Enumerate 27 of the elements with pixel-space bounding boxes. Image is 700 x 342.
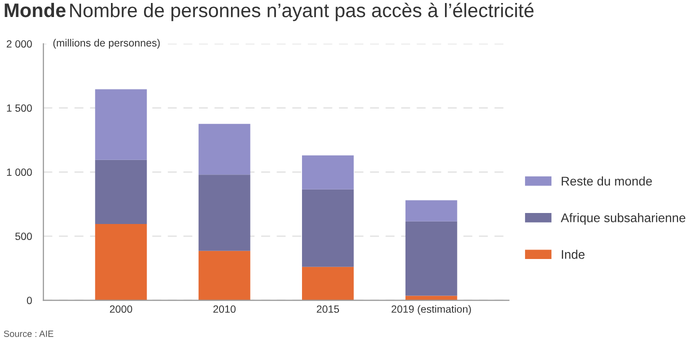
bar (302, 266, 354, 300)
y-axis-title: (millions de personnes) (53, 38, 160, 49)
bar (198, 124, 250, 175)
y-tick-label: 500 (15, 232, 32, 240)
legend-label: Reste du monde (562, 176, 652, 186)
bar (302, 189, 354, 267)
bar (95, 160, 147, 224)
bar (405, 200, 458, 222)
bar (198, 174, 250, 251)
bar (95, 89, 147, 160)
y-tick-label: 2 000 (6, 40, 32, 48)
bar (95, 224, 147, 300)
x-tick-label: 2015 (316, 305, 340, 313)
y-tick-label: 1 500 (7, 104, 32, 112)
x-tick-label: 2010 (213, 305, 236, 313)
bar (198, 250, 250, 300)
chart-title: Monde (4, 2, 66, 18)
bar (405, 221, 458, 296)
x-tick-label: 2000 (110, 305, 132, 313)
source-note: Source : AIE (4, 330, 54, 337)
y-tick-label: 1 000 (7, 168, 32, 176)
bar (302, 155, 354, 190)
chart-subtitle: Nombre de personnes n’ayant pas accès à l’électricité (70, 2, 534, 22)
legend-label: Afrique subsaharienne (560, 213, 686, 225)
legend-label: Inde (562, 250, 585, 259)
y-tick-label: 0 (26, 296, 32, 304)
x-tick-label: 2019 (estimation) (392, 305, 471, 315)
